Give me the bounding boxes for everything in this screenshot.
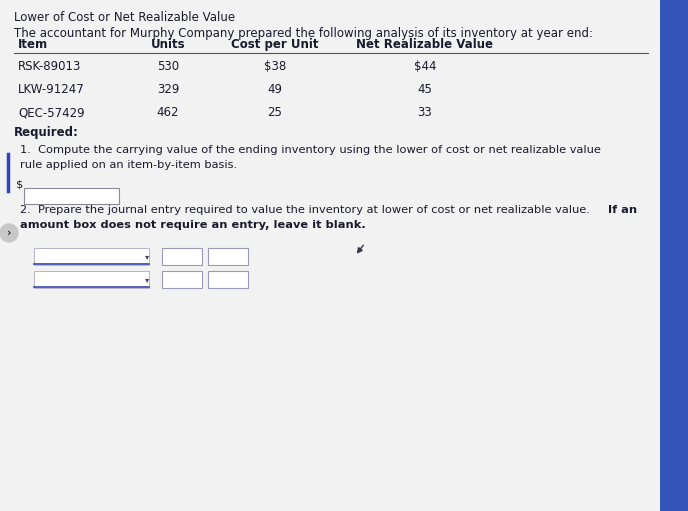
Text: RSK-89013: RSK-89013	[18, 60, 81, 73]
FancyBboxPatch shape	[208, 248, 248, 265]
Text: 1.  Compute the carrying value of the ending inventory using the lower of cost o: 1. Compute the carrying value of the end…	[20, 145, 601, 155]
Text: ▾: ▾	[145, 275, 149, 285]
Text: Lower of Cost or Net Realizable Value: Lower of Cost or Net Realizable Value	[14, 11, 235, 24]
Text: QEC-57429: QEC-57429	[18, 106, 85, 119]
FancyBboxPatch shape	[0, 0, 660, 511]
Text: rule applied on an item-by-item basis.: rule applied on an item-by-item basis.	[20, 160, 237, 170]
Text: The accountant for Murphy Company prepared the following analysis of its invento: The accountant for Murphy Company prepar…	[14, 27, 593, 40]
FancyBboxPatch shape	[660, 0, 688, 511]
Text: Units: Units	[151, 38, 185, 51]
FancyBboxPatch shape	[34, 271, 149, 288]
Text: LKW-91247: LKW-91247	[18, 83, 85, 96]
Text: $: $	[16, 179, 23, 189]
Text: Net Realizable Value: Net Realizable Value	[356, 38, 493, 51]
Text: 45: 45	[418, 83, 433, 96]
FancyBboxPatch shape	[24, 188, 119, 204]
FancyBboxPatch shape	[162, 248, 202, 265]
Text: amount box does not require an entry, leave it blank.: amount box does not require an entry, le…	[20, 220, 366, 230]
Text: If an: If an	[608, 205, 637, 215]
Text: 462: 462	[157, 106, 180, 119]
Text: ▾: ▾	[145, 252, 149, 262]
Text: 530: 530	[157, 60, 179, 73]
Text: 33: 33	[418, 106, 432, 119]
FancyBboxPatch shape	[162, 271, 202, 288]
Text: Cost per Unit: Cost per Unit	[231, 38, 319, 51]
Text: 49: 49	[268, 83, 283, 96]
FancyBboxPatch shape	[34, 248, 149, 265]
Text: 25: 25	[268, 106, 283, 119]
Text: Item: Item	[18, 38, 48, 51]
FancyBboxPatch shape	[208, 271, 248, 288]
Text: ›: ›	[7, 228, 11, 238]
Text: $44: $44	[413, 60, 436, 73]
Text: 329: 329	[157, 83, 179, 96]
Text: Required:: Required:	[14, 126, 79, 139]
Circle shape	[0, 224, 18, 242]
Text: $38: $38	[264, 60, 286, 73]
Text: 2.  Prepare the journal entry required to value the inventory at lower of cost o: 2. Prepare the journal entry required to…	[20, 205, 594, 215]
